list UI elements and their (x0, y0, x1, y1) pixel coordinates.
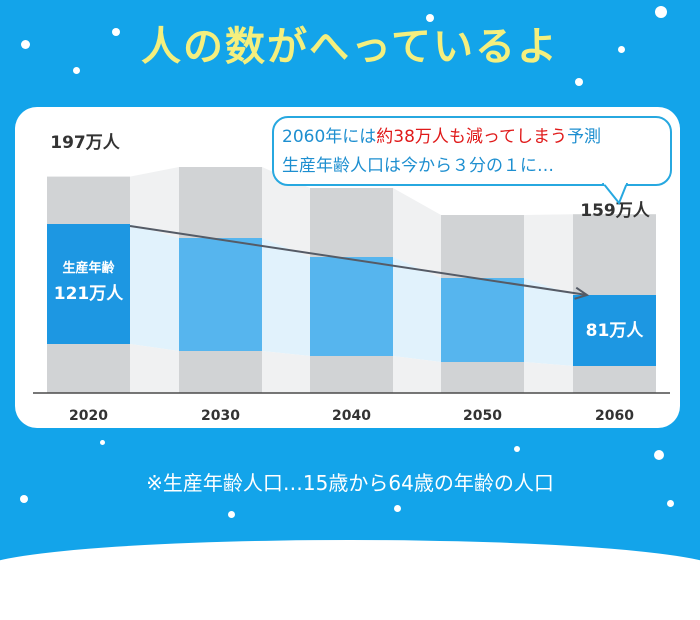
snowflake (654, 450, 664, 460)
connector-other-top (130, 167, 179, 238)
footnote: ※生産年齢人口…15歳から64歳の年齢の人口 (146, 471, 554, 495)
snowflake (575, 78, 583, 86)
snowflake (21, 40, 30, 49)
snowflake (20, 495, 28, 503)
snowflake (73, 67, 80, 74)
callout-line-2: 生産年齢人口は今から３分の１に… (282, 156, 554, 176)
callout-line-1: 2060年には約38万人も減ってしまう予測 (282, 123, 662, 152)
connector-working-age (130, 224, 179, 351)
page-title: 人の数がへっているよ (141, 24, 559, 70)
snowflake (655, 6, 667, 18)
x-tick-label: 2030 (201, 408, 240, 424)
snow-ground (0, 540, 700, 620)
callout-suffix: 予測 (567, 127, 602, 147)
connector-other-bottom (393, 356, 441, 393)
trend-arrow-head (574, 286, 590, 300)
bar-working-age-2020 (47, 224, 130, 344)
snowflake (100, 440, 105, 445)
trend-arrow-line (129, 225, 588, 296)
callout-tail (601, 183, 629, 205)
x-tick-label: 2060 (595, 408, 634, 424)
chart-panel: 2020 2030 2040 2050 2060 197万人 159万人生産年齢 121万人 8… (15, 107, 680, 428)
snowflake (426, 14, 434, 22)
callout-bubble: 2060年には約38万人も減ってしまう予測 生産年齢人口は今から３分の１に… (272, 116, 672, 186)
snowflake (112, 28, 120, 36)
label-working-age-2060-value: 81万人 (586, 321, 645, 341)
callout-highlight: 約38万人も減ってしまう (376, 127, 568, 147)
label-total-2060: 159万人 (580, 201, 650, 221)
bar-working-age-2030 (179, 238, 262, 351)
x-tick-label: 2020 (69, 408, 108, 424)
connector-working-age (524, 278, 573, 366)
connector-other-top (524, 214, 573, 295)
snowflake (618, 46, 625, 53)
bar-working-age-2060 (573, 295, 656, 366)
label-working-age-2020-name: 生産年齢 (62, 260, 115, 276)
bar-working-age-2040 (310, 257, 393, 356)
connector-working-age (393, 257, 441, 362)
callout-prefix: 2060年には (282, 127, 377, 147)
label-total-2020: 197万人 (50, 133, 120, 153)
connector-other-top (262, 167, 310, 257)
snowflake (667, 500, 674, 507)
connector-other-bottom (130, 344, 179, 393)
snowflake (228, 511, 235, 518)
bar-working-age-2050 (441, 278, 524, 362)
snowflake (514, 446, 520, 452)
label-working-age-2020-value: 121万人 (54, 284, 124, 304)
x-tick-label: 2050 (463, 408, 502, 424)
x-tick-label: 2040 (332, 408, 371, 424)
snowflake (394, 505, 401, 512)
connector-other-bottom (262, 351, 310, 393)
connector-other-bottom (524, 362, 573, 393)
connector-other-top (393, 188, 441, 278)
connector-working-age (262, 238, 310, 356)
